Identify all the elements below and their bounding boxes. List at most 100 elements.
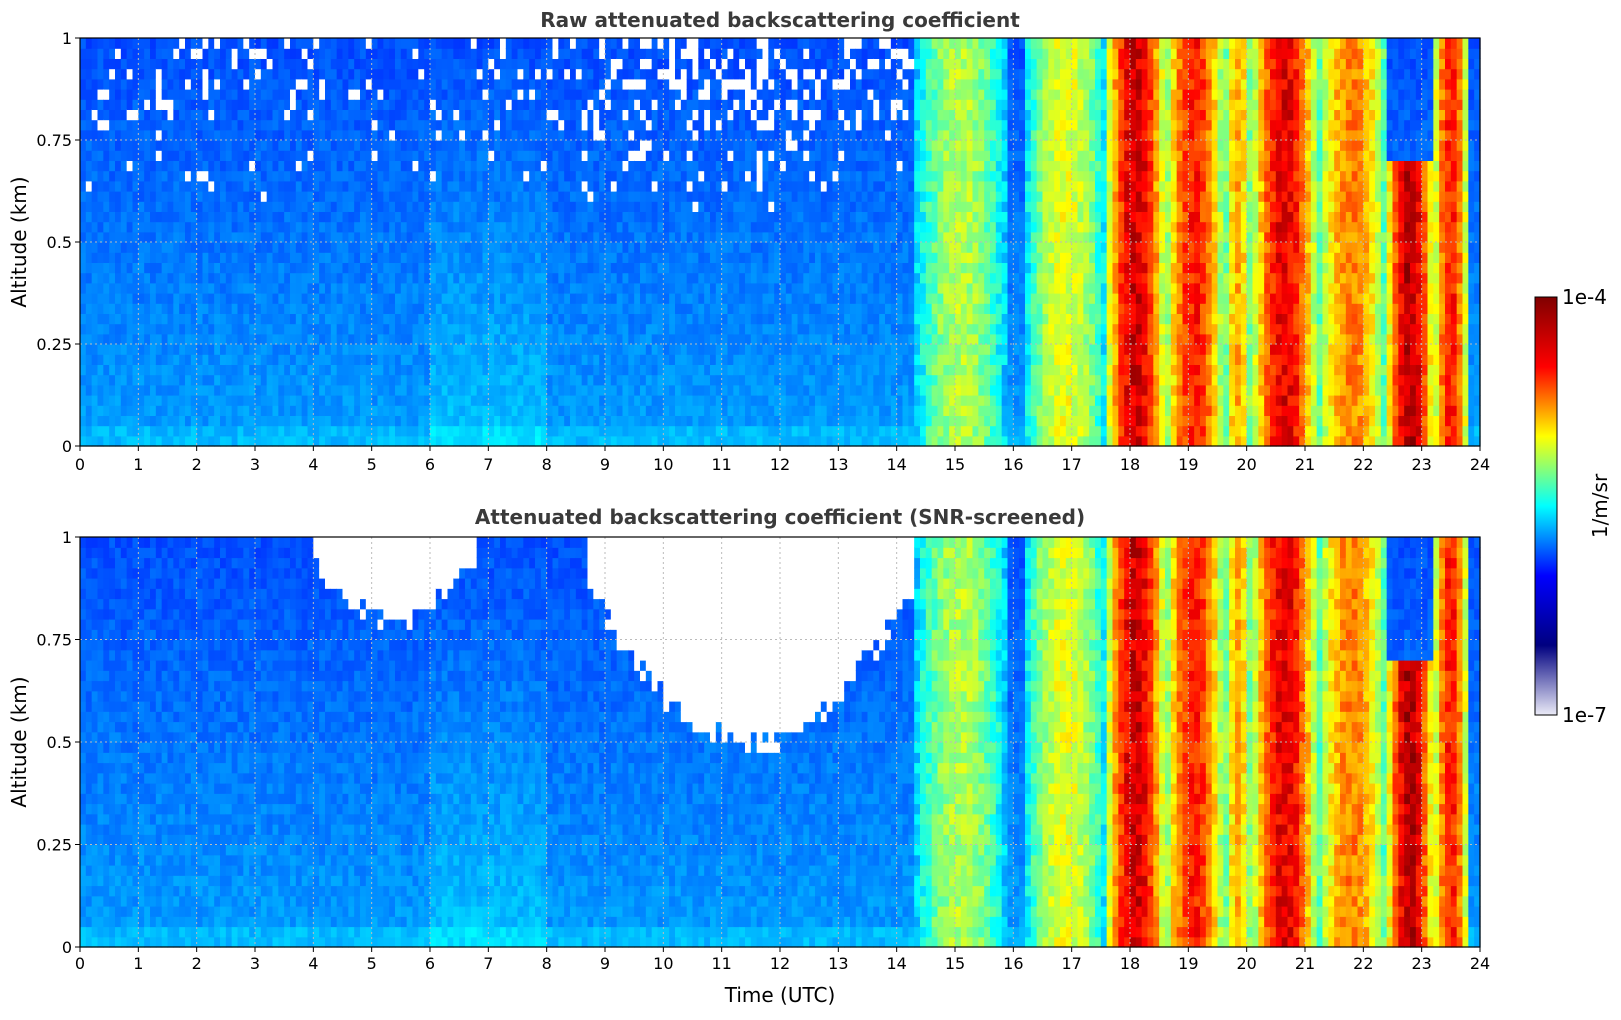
heatmap-cell (523, 201, 530, 212)
heatmap-cell (400, 395, 408, 406)
heatmap-cell (581, 201, 589, 212)
heatmap-cell (266, 231, 274, 243)
heatmap-cell (610, 344, 618, 355)
heatmap-cell (575, 282, 583, 294)
heatmap-cell (745, 68, 752, 80)
heatmap-cell (581, 191, 589, 202)
heatmap-cell (266, 38, 274, 49)
heatmap-cell (91, 180, 99, 192)
heatmap-cell (575, 68, 583, 80)
heatmap-cell (634, 323, 641, 335)
heatmap-cell (167, 333, 174, 345)
heatmap-cell (400, 129, 408, 141)
heatmap-cell (657, 333, 664, 345)
heatmap-cell (208, 425, 215, 437)
heatmap-cell (190, 333, 198, 345)
heatmap-cell (115, 160, 122, 172)
heatmap-cell (540, 140, 548, 151)
heatmap-cell (745, 109, 752, 121)
heatmap-cell (161, 272, 169, 284)
top-panel-heatmap (80, 38, 1481, 447)
heatmap-cell (634, 211, 641, 223)
heatmap-cell (225, 303, 233, 314)
heatmap-cell (546, 303, 554, 314)
heatmap-cell (400, 262, 408, 274)
heatmap-cell (295, 191, 303, 202)
heatmap-cell (540, 303, 548, 314)
heatmap-cell (412, 425, 419, 437)
heatmap-cell (575, 201, 583, 212)
heatmap-cell (115, 58, 122, 70)
heatmap-cell (313, 354, 320, 365)
heatmap-cell (780, 150, 787, 161)
heatmap-cell (377, 344, 384, 355)
heatmap-cell (365, 89, 373, 100)
heatmap-cell (692, 68, 699, 80)
heatmap-cell (505, 89, 513, 100)
heatmap-cell (645, 272, 653, 284)
heatmap-cell (803, 89, 810, 100)
heatmap-cell (628, 191, 635, 202)
heatmap-cell (284, 242, 291, 253)
heatmap-cell (97, 38, 104, 49)
heatmap-cell (208, 282, 215, 294)
heatmap-cell (418, 435, 425, 447)
heatmap-cell (336, 293, 344, 304)
heatmap-cell (295, 262, 303, 274)
heatmap-cell (511, 48, 519, 59)
heatmap-cell (435, 58, 443, 70)
heatmap-cell (640, 282, 647, 294)
heatmap-cell (710, 150, 717, 161)
heatmap-cell (103, 262, 110, 274)
heatmap-cell (400, 252, 408, 263)
heatmap-cell (698, 272, 705, 284)
heatmap-cell (535, 140, 542, 151)
heatmap-cell (272, 262, 279, 274)
heatmap-cell (249, 201, 256, 212)
heatmap-cell (657, 211, 664, 223)
heatmap-cell (424, 415, 431, 427)
heatmap-cell (756, 160, 764, 172)
heatmap-cell (126, 293, 134, 304)
heatmap-cell (85, 435, 93, 447)
heatmap-cell (406, 58, 414, 70)
heatmap-cell (488, 272, 495, 284)
heatmap-cell (663, 160, 670, 172)
heatmap-cell (260, 48, 268, 59)
heatmap-cell (120, 293, 128, 304)
heatmap-cell (686, 374, 694, 386)
heatmap-cell (529, 313, 536, 325)
heatmap-cell (546, 201, 554, 212)
heatmap-cell (307, 78, 314, 90)
heatmap-cell (727, 89, 734, 100)
heatmap-cell (628, 364, 635, 376)
heatmap-cell (465, 99, 472, 110)
heatmap-cell (91, 425, 99, 437)
heatmap-cell (599, 395, 606, 406)
heatmap-cell (605, 89, 612, 100)
heatmap-cell (260, 78, 268, 90)
heatmap-cell (529, 170, 536, 182)
heatmap-cell (115, 140, 122, 151)
heatmap-cell (377, 333, 384, 345)
heatmap-cell (307, 354, 314, 365)
heatmap-cell (365, 191, 373, 202)
heatmap-cell (377, 303, 384, 314)
heatmap-cell (599, 78, 606, 90)
heatmap-cell (290, 384, 297, 396)
heatmap-cell (535, 109, 542, 121)
heatmap-cell (785, 272, 793, 284)
heatmap-cell (605, 384, 612, 396)
heatmap-cell (103, 140, 110, 151)
heatmap-cell (540, 395, 548, 406)
heatmap-cell (768, 344, 775, 355)
heatmap-cell (214, 140, 221, 151)
heatmap-cell (255, 78, 262, 90)
heatmap-cell (640, 415, 647, 427)
heatmap-cell (745, 364, 752, 376)
heatmap-cell (383, 272, 390, 284)
heatmap-cell (290, 333, 297, 345)
heatmap-cell (290, 252, 297, 263)
heatmap-cell (488, 150, 495, 161)
heatmap-cell (196, 221, 204, 233)
